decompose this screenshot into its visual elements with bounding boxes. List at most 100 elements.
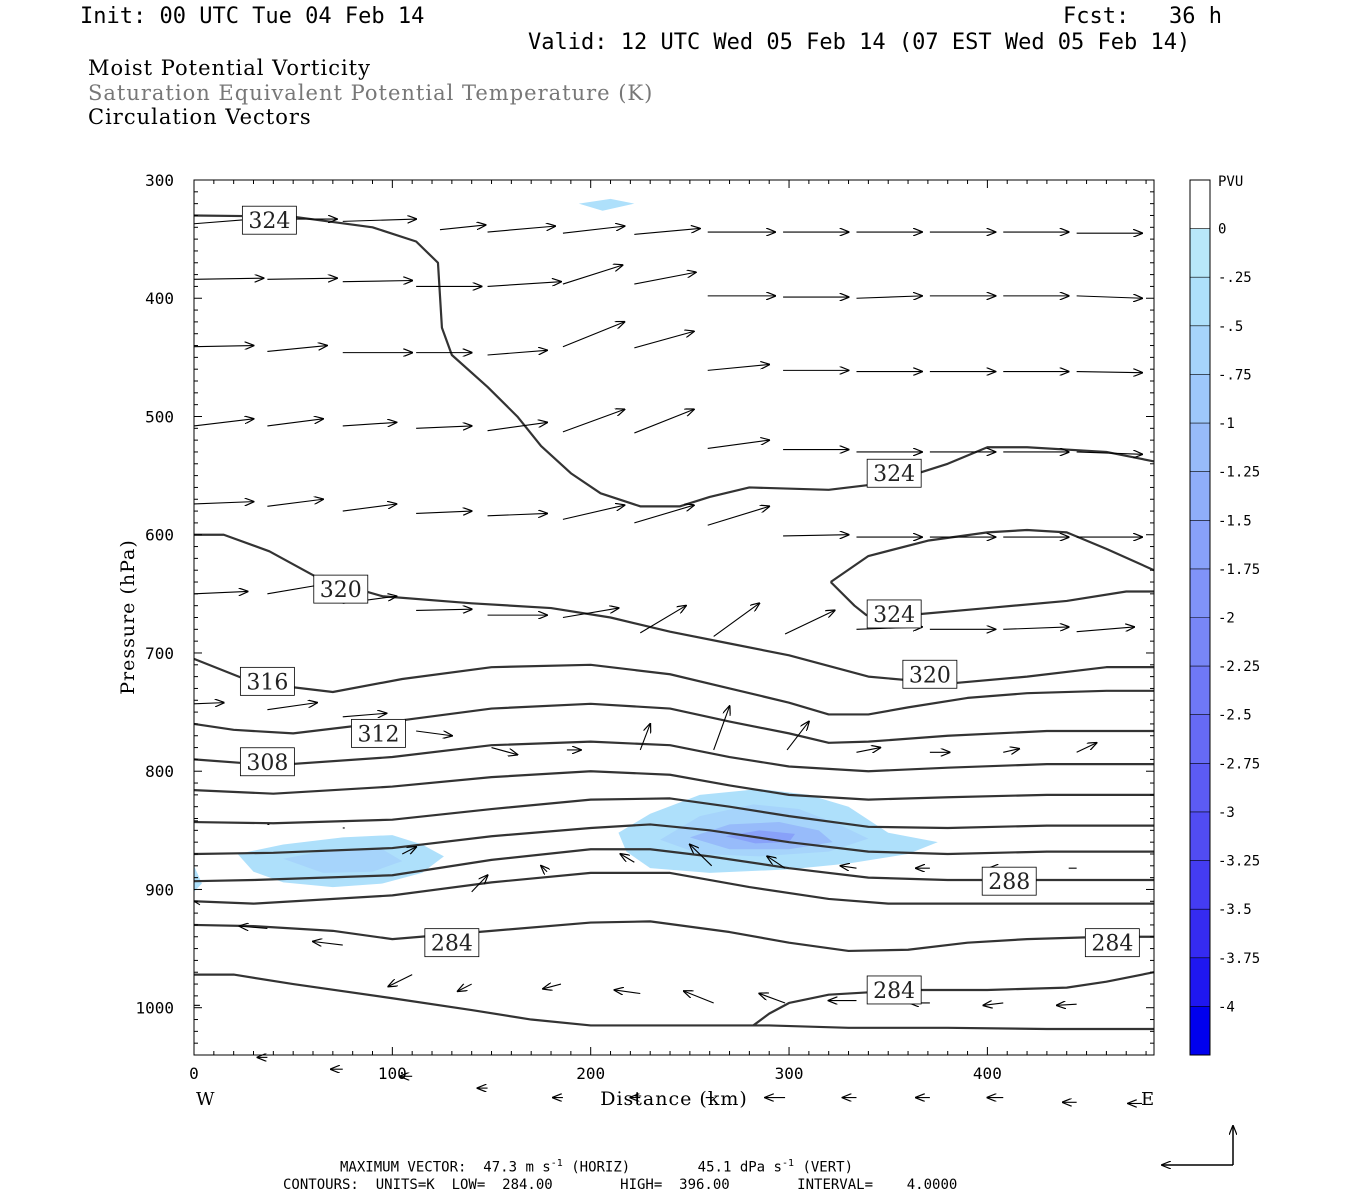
contour-label: 324 bbox=[873, 603, 915, 628]
circulation-vector bbox=[634, 272, 695, 285]
circulation-vector bbox=[856, 296, 921, 298]
y-axis-label: Pressure (hPa) bbox=[117, 539, 139, 695]
circulation-vector bbox=[342, 219, 416, 221]
colorbar-segment bbox=[1190, 617, 1210, 667]
colorbar-segment bbox=[1190, 568, 1210, 618]
circulation-vector bbox=[458, 984, 472, 991]
circulation-vector bbox=[562, 226, 624, 234]
contour-label: 284 bbox=[431, 932, 473, 957]
x-tick-label: 300 bbox=[775, 1064, 804, 1083]
circulation-vector bbox=[707, 364, 769, 371]
field-title-theta-es: Saturation Equivalent Potential Temperat… bbox=[88, 81, 654, 105]
circulation-vector bbox=[1076, 372, 1142, 373]
colorbar-segment bbox=[1190, 714, 1210, 764]
circulation-vector bbox=[342, 713, 387, 717]
circulation-vector bbox=[267, 703, 317, 711]
contour-label: 316 bbox=[246, 670, 288, 695]
circulation-vector bbox=[240, 926, 268, 928]
contour-label: 324 bbox=[873, 462, 915, 487]
theta-es-contour bbox=[193, 797, 1154, 830]
contours-line: CONTOURS: UNITS=K LOW= 284.00 HIGH= 396.… bbox=[283, 1177, 958, 1193]
colorbar-label: -.5 bbox=[1218, 319, 1243, 335]
circulation-vector bbox=[487, 513, 548, 515]
y-tick-label: 300 bbox=[145, 171, 174, 190]
colorbar-segment bbox=[1190, 860, 1210, 910]
circulation-vector bbox=[767, 856, 786, 869]
colorbar-segment bbox=[1190, 957, 1210, 1007]
circulation-vector bbox=[614, 990, 641, 994]
colorbar-label: -.75 bbox=[1218, 367, 1252, 383]
circulation-vector bbox=[759, 994, 786, 1004]
circulation-vector bbox=[416, 609, 472, 610]
circulation-vector bbox=[267, 346, 327, 353]
pv-region bbox=[578, 198, 635, 211]
circulation-vector bbox=[1003, 627, 1068, 629]
circulation-vector bbox=[193, 502, 254, 504]
contour-label: 288 bbox=[988, 870, 1030, 895]
circulation-vector bbox=[562, 265, 623, 285]
contour-label-box bbox=[239, 747, 295, 777]
circulation-vector bbox=[388, 974, 413, 987]
circulation-vector bbox=[487, 350, 548, 356]
circulation-vector bbox=[193, 703, 224, 704]
max-vector-line: MAXIMUM VECTOR: 47.3 m s-1 (HORIZ) 45.1 … bbox=[340, 1158, 854, 1176]
colorbar-segment bbox=[1190, 909, 1210, 959]
x-tick-label: 200 bbox=[576, 1064, 605, 1083]
circulation-vector bbox=[634, 331, 694, 349]
theta-es-contour bbox=[193, 871, 1154, 905]
colorbar-label: -3.75 bbox=[1218, 951, 1260, 967]
circulation-vector bbox=[639, 606, 686, 634]
circulation-vector bbox=[342, 281, 412, 282]
x-axis-label: Distance (km) bbox=[600, 1088, 748, 1110]
colorbar-segment bbox=[1190, 180, 1210, 230]
circulation-vector bbox=[543, 984, 562, 989]
theta-es-contour bbox=[194, 533, 1154, 685]
colorbar-segment bbox=[1190, 423, 1210, 473]
reference-vector-icon bbox=[1162, 1126, 1233, 1165]
circulation-vector bbox=[1003, 749, 1019, 753]
contour-label-box bbox=[1084, 928, 1140, 958]
contour-label: 284 bbox=[1091, 932, 1133, 957]
circulation-vector bbox=[402, 847, 416, 854]
contour-label-box bbox=[241, 205, 297, 235]
circulation-vector bbox=[562, 505, 624, 520]
colorbar-segment bbox=[1190, 228, 1210, 278]
contour-label-box bbox=[981, 866, 1037, 896]
circulation-vector bbox=[707, 506, 769, 526]
contour-label: 308 bbox=[246, 751, 288, 776]
circulation-vector bbox=[786, 722, 809, 751]
y-tick-label: 1000 bbox=[135, 999, 174, 1018]
circulation-vector bbox=[1076, 296, 1142, 298]
contour-label-box bbox=[866, 599, 922, 629]
circulation-vector bbox=[487, 422, 548, 432]
pv-region bbox=[194, 865, 202, 892]
circulation-vector bbox=[267, 499, 323, 507]
circulation-vector bbox=[487, 282, 561, 287]
circulation-vector bbox=[193, 419, 254, 427]
circulation-vector bbox=[634, 409, 694, 434]
circulation-vector bbox=[193, 900, 201, 906]
circulation-vector bbox=[313, 941, 343, 945]
theta-es-contour bbox=[193, 214, 1155, 508]
circulation-vector bbox=[620, 854, 635, 863]
x-tick-label: 0 bbox=[189, 1064, 199, 1083]
theta-es-contour bbox=[752, 971, 1155, 1027]
colorbar-label: -1.25 bbox=[1218, 465, 1260, 481]
contour-label: 312 bbox=[357, 722, 399, 747]
field-title-vectors: Circulation Vectors bbox=[88, 105, 312, 129]
colorbar-segment bbox=[1190, 471, 1210, 521]
theta-es-contour bbox=[193, 740, 1154, 773]
circulation-vector bbox=[193, 346, 254, 347]
theta-es-contour bbox=[830, 528, 1155, 583]
x-tick-label: 400 bbox=[973, 1064, 1002, 1083]
y-tick-label: 600 bbox=[145, 526, 174, 545]
theta-es-contour bbox=[193, 702, 1154, 744]
contour-label-box bbox=[424, 928, 480, 958]
circulation-vector bbox=[416, 426, 472, 428]
contour-label: 324 bbox=[248, 209, 290, 234]
colorbar-label: -1 bbox=[1218, 416, 1235, 432]
colorbar-segment bbox=[1190, 520, 1210, 570]
colorbar-label: 0 bbox=[1218, 222, 1226, 238]
pv-region bbox=[283, 849, 403, 873]
